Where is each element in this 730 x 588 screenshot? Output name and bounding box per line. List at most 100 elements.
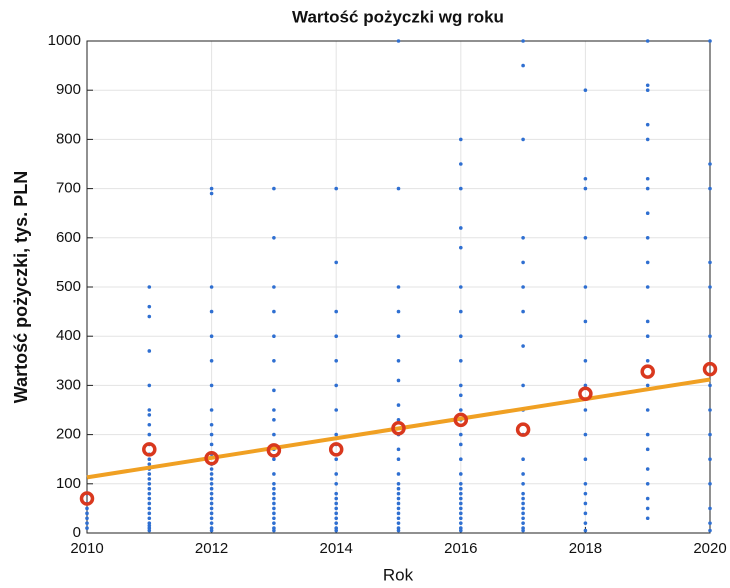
data-point [147,526,152,530]
data-point [459,393,463,398]
mean-marker [328,442,344,457]
data-point [209,309,214,314]
data-point [459,408,463,412]
data-point [459,245,463,250]
data-point [147,285,152,289]
data-point [645,482,650,486]
data-point [521,39,525,43]
data-point [147,422,152,427]
data-point [459,432,463,437]
data-point [521,516,525,521]
data-point [334,482,339,486]
data-point [209,191,214,196]
data-point [396,418,401,422]
data-point [521,260,525,265]
data-point [583,236,588,240]
mean-marker [702,361,718,377]
data-point [85,526,89,530]
mean-marker [266,443,282,458]
data-point [272,408,276,412]
data-point [209,422,214,427]
data-point [334,491,339,496]
data-point [645,88,650,92]
data-point [521,491,525,496]
data-point [147,462,152,466]
data-point [459,528,463,533]
data-point [334,521,339,525]
data-point [459,383,463,388]
data-point [645,383,650,388]
data-point [334,511,339,516]
data-point [272,236,276,240]
y-tick-label: 600 [56,229,81,246]
data-point [708,528,712,533]
data-point [459,457,463,462]
data-point [645,516,650,521]
data-point [396,285,401,289]
data-point [272,309,276,314]
data-point [583,408,588,412]
data-point [147,486,152,491]
x-tick-label: 2020 [693,540,726,557]
data-point [334,408,339,412]
data-point [708,482,712,486]
data-point [521,63,525,68]
data-point [645,236,650,240]
data-point [521,511,525,516]
data-point [396,506,401,511]
data-point [583,176,588,181]
data-point [583,383,588,388]
data-point [272,496,276,501]
data-point [147,491,152,496]
data-point [334,457,339,462]
mean-marker [515,422,531,437]
data-point [272,491,276,496]
data-point [396,378,401,383]
data-point [459,472,463,476]
data-point [334,260,339,265]
data-point [147,523,152,528]
data-point [396,521,401,525]
data-point [272,516,276,521]
y-tick-label: 0 [73,524,81,541]
data-point [521,528,525,533]
data-point [459,516,463,521]
data-point [334,309,339,314]
data-point [521,344,525,348]
data-point [521,506,525,511]
data-point [147,304,152,309]
data-point [396,334,401,339]
data-point [396,482,401,486]
data-point [272,285,276,289]
data-point [708,260,712,265]
data-point [459,186,463,191]
data-point [334,501,339,506]
data-point [85,506,89,511]
data-point [708,285,712,289]
data-point [396,186,401,191]
data-point [583,457,588,462]
data-point [583,521,588,525]
data-point [645,319,650,324]
data-point [645,122,650,127]
data-point [583,319,588,324]
data-point [521,526,525,530]
data-point [459,496,463,501]
data-point [645,359,650,363]
data-point [583,359,588,363]
data-point [645,496,650,501]
y-tick-label: 300 [56,376,81,393]
data-point [272,528,276,533]
data-point [334,472,339,476]
data-point [645,260,650,265]
data-point [147,506,152,511]
data-point [147,472,152,476]
data-point [272,432,276,437]
data-point [459,162,463,166]
data-point [147,457,152,462]
data-point [147,383,152,388]
data-point [708,432,712,437]
data-point [147,496,152,501]
data-point [645,211,650,215]
data-point [272,457,276,462]
